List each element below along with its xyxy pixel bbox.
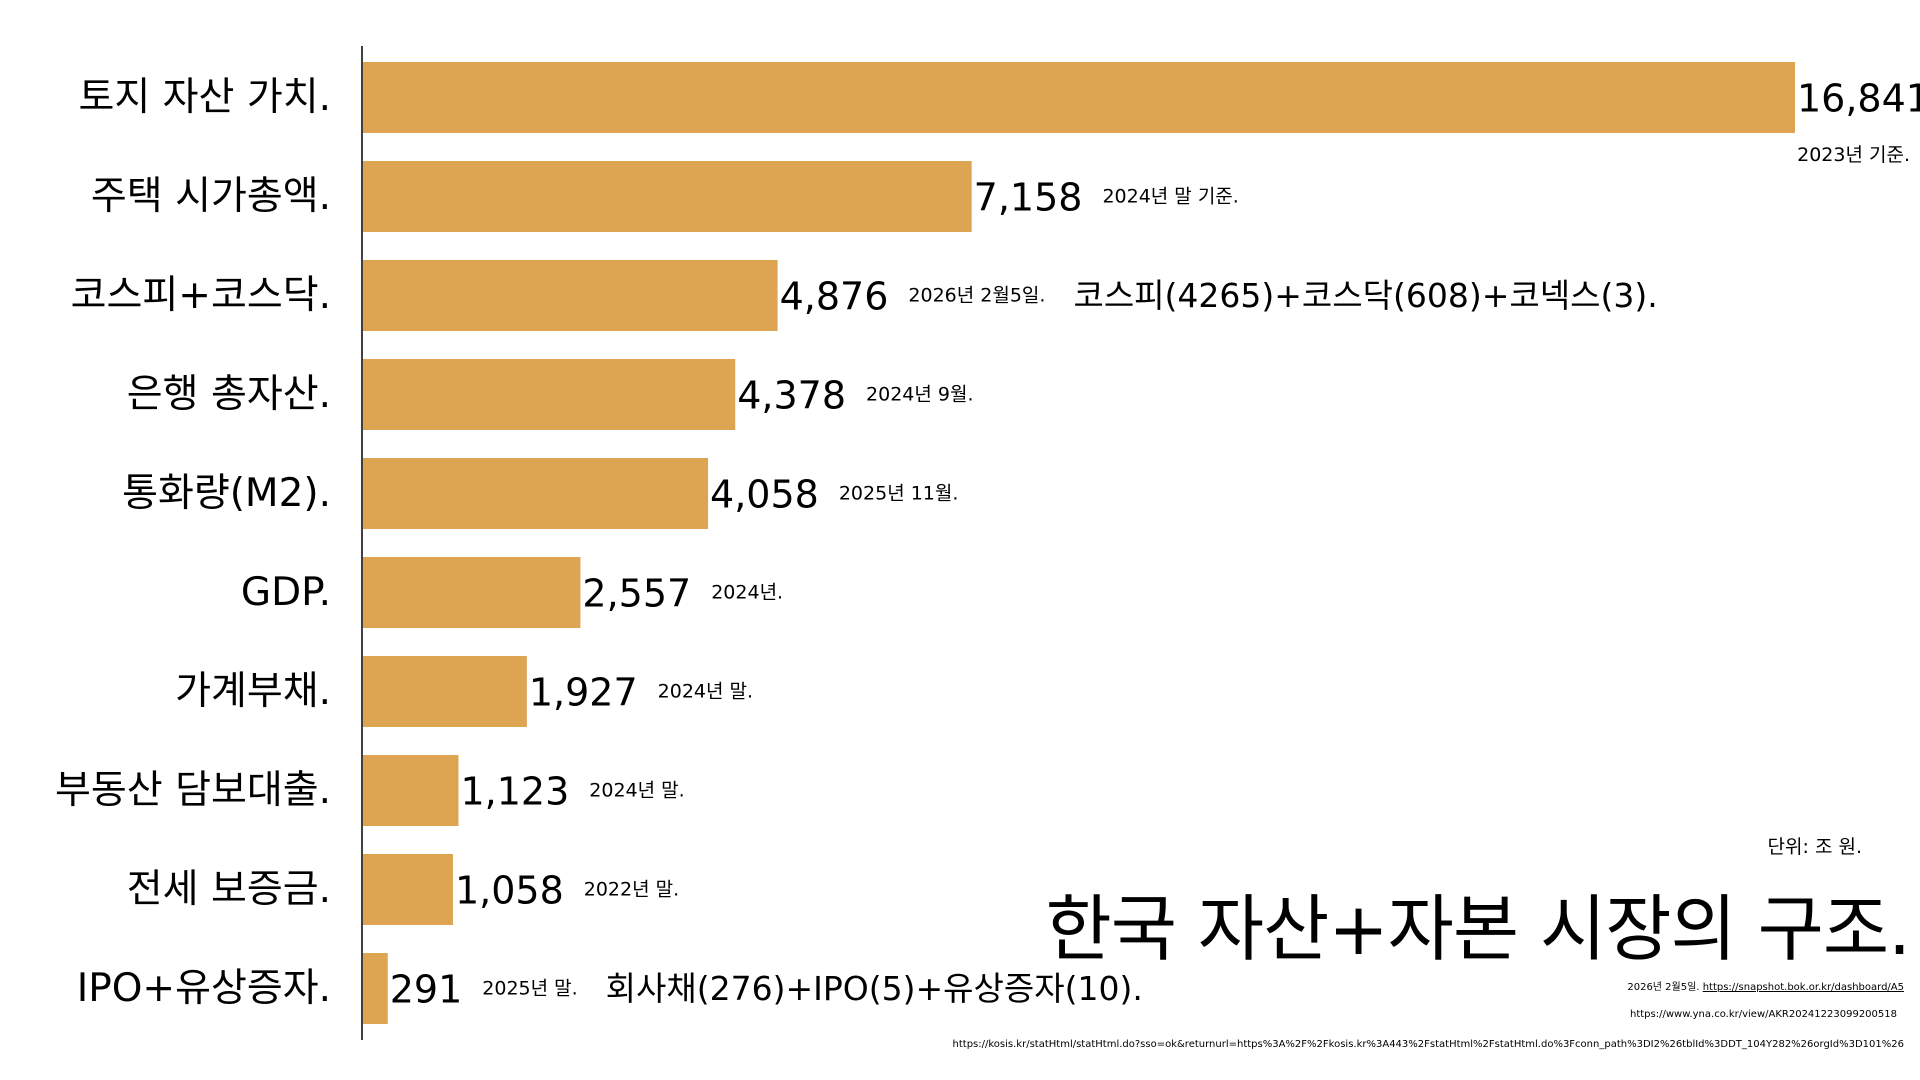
unit-label: 단위: 조 원. [1767,836,1862,858]
bar [363,458,709,529]
bar [363,62,1795,133]
value-label: 4,058 [710,473,819,517]
date-note: 2025년 말. [482,978,577,1000]
date-note: 2024년 말. [658,681,753,703]
date-note: 2024년. [711,582,783,604]
category-label: 가계부채. [175,669,331,714]
value-label: 1,927 [529,671,638,715]
detail-note: 회사채(276)+IPO(5)+유상증자(10). [606,969,1143,1008]
value-label: 1,123 [460,770,569,814]
date-note: 2024년 말. [589,780,684,802]
category-label: 전세 보증금. [127,867,331,912]
detail-note: 코스피(4265)+코스닥(608)+코넥스(3). [1073,276,1657,315]
bar [363,359,736,430]
date-note: 2023년 기준. [1797,144,1910,166]
date-note: 2024년 말 기준. [1102,186,1238,208]
bar [363,854,453,925]
category-label: 주택 시가총액. [91,174,331,219]
date-note: 2022년 말. [584,879,679,901]
category-label: 토지 자산 가치. [79,75,331,120]
source-link-yna[interactable]: https://www.yna.co.kr/view/AKR2024122309… [1630,1009,1897,1020]
value-label: 4,378 [737,374,846,418]
source-link-bok[interactable]: https://snapshot.bok.or.kr/dashboard/A5 [1702,982,1904,993]
value-label: 2,557 [582,572,691,616]
bars-layer: 토지 자산 가치. 16,841 2023년 기준. 주택 시가총액. 7,158 202… [55,62,1920,1024]
bar [363,953,388,1024]
value-label: 291 [390,968,463,1012]
bar [363,161,972,232]
category-label: GDP. [241,570,331,615]
source-date: 2026년 2월5일. [1627,982,1700,993]
value-label: 16,841 [1797,77,1920,121]
category-label: 부동산 담보대출. [55,768,331,813]
source-line-1: 2026년 2월5일. https://snapshot.bok.or.kr/d… [1627,978,1904,993]
date-note: 2024년 9월. [866,384,973,406]
value-label: 1,058 [455,869,564,913]
chart-title: 한국 자산+자본 시장의 구조. [1045,887,1911,971]
bar [363,755,459,826]
date-note: 2025년 11월. [839,483,959,505]
category-label: 통화량(M2). [122,471,331,516]
bar [363,656,527,727]
category-label: 은행 총자산. [127,372,331,417]
bar [363,557,581,628]
date-note: 2026년 2월5일. [908,285,1045,307]
category-label: IPO+유상증자. [77,966,331,1011]
value-label: 4,876 [780,275,889,319]
source-link-kosis[interactable]: https://kosis.kr/statHtml/statHtml.do?ss… [952,1039,1904,1050]
category-label: 코스피+코스닥. [71,273,331,318]
value-label: 7,158 [974,176,1083,220]
bar [363,260,778,331]
